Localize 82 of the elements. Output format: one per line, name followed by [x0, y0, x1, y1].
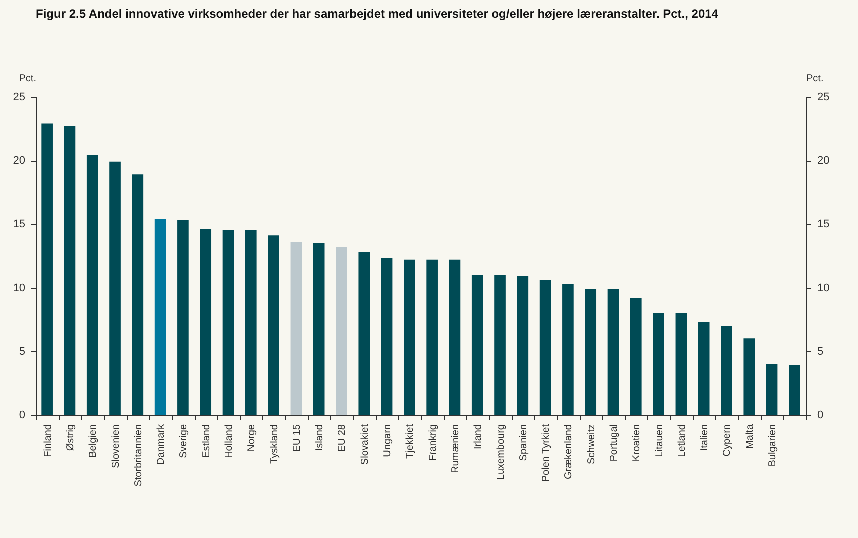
bar — [449, 260, 461, 415]
y2-tick-label: 15 — [818, 218, 830, 231]
bar — [789, 365, 800, 415]
x-tick-label: Tyskland — [269, 424, 280, 464]
bar — [381, 258, 393, 415]
x-tick-label: Slovenien — [110, 424, 122, 468]
bar — [472, 275, 484, 415]
x-tick-label: Luxembourg — [496, 424, 507, 480]
bar — [562, 284, 574, 415]
bar — [290, 242, 302, 415]
bar — [86, 156, 98, 415]
y2-tick-label: 25 — [818, 92, 830, 104]
bar — [200, 229, 212, 415]
bar — [64, 126, 76, 415]
bar — [517, 276, 529, 415]
x-tick-label: Sverige — [178, 424, 190, 458]
bar — [336, 247, 348, 415]
bar — [245, 230, 257, 415]
bar — [268, 236, 280, 415]
y-tick-label: 20 — [13, 155, 26, 168]
y2-tick-label: 20 — [818, 155, 830, 168]
x-tick-label: Grækenland — [564, 424, 575, 480]
y2-axis-title: Pct. — [806, 74, 824, 84]
bar — [42, 124, 53, 415]
x-tick-label: Ungarn — [382, 424, 394, 458]
x-tick-label: Kroatien — [632, 424, 643, 462]
x-tick-label: Irland — [473, 424, 484, 450]
bar — [404, 260, 416, 415]
x-tick-label: Italien — [700, 424, 711, 452]
bar — [222, 230, 234, 415]
x-tick-label: Frankrig — [428, 424, 439, 462]
bar — [313, 243, 325, 415]
y-tick-label: 25 — [13, 92, 26, 104]
bar — [178, 220, 189, 415]
bar — [676, 313, 688, 415]
x-tick-label: Storbritannien — [133, 424, 144, 487]
bar — [630, 298, 642, 415]
x-tick-label: Norge — [246, 424, 258, 452]
x-tick-label: Rumænien — [450, 424, 462, 474]
bar — [744, 338, 756, 415]
bar — [540, 280, 552, 415]
y2-tick-label: 0 — [818, 410, 824, 422]
x-tick-label: Portugal — [609, 424, 620, 462]
x-tick-label: Litauen — [654, 424, 666, 458]
x-tick-label: Polen Tyrkiet — [541, 424, 552, 482]
x-tick-label: Finland — [42, 424, 54, 458]
x-tick-label: Island — [314, 424, 326, 452]
x-tick-label: Belgien — [88, 424, 100, 458]
x-tick-label: Cypern — [722, 424, 734, 457]
x-tick-label: Slovakiet — [360, 424, 371, 466]
y-axis-title: Pct. — [19, 74, 36, 84]
x-tick-label: Bulgarien — [768, 424, 779, 467]
y2-tick-label: 5 — [818, 346, 824, 358]
x-tick-label: EU 15 — [292, 424, 303, 452]
bar — [698, 322, 710, 415]
x-tick-label: Malta — [744, 424, 756, 449]
x-tick-label: Estland — [201, 424, 212, 458]
bar — [132, 174, 144, 415]
bar — [494, 275, 506, 415]
bar — [154, 219, 166, 415]
x-tick-label: Schweitz — [586, 424, 598, 465]
x-tick-label: Holland — [224, 424, 235, 458]
bar — [608, 289, 620, 415]
bar — [585, 289, 597, 415]
bar — [358, 252, 370, 415]
bar — [721, 326, 732, 415]
x-tick-label: Danmark — [156, 424, 168, 466]
x-tick-label: Østrig — [65, 424, 76, 452]
bar — [426, 260, 438, 415]
y-tick-label: 0 — [19, 410, 26, 422]
y-tick-label: 5 — [19, 346, 26, 358]
bar — [653, 313, 664, 415]
bar — [110, 162, 121, 415]
x-tick-label: EU 28 — [337, 424, 348, 452]
y-tick-label: 15 — [13, 218, 26, 231]
x-tick-label: Spanien — [518, 424, 530, 462]
y2-tick-label: 10 — [818, 282, 830, 294]
x-tick-label: Letland — [676, 424, 688, 458]
y-tick-label: 10 — [13, 282, 26, 294]
chart-title: Figur 2.5 Andel innovative virksomheder der har samarbejdet med universiteter og/eller højere læreranstalter. Pct., 2014 — [36, 7, 719, 21]
x-tick-label: Tjekkiet — [405, 424, 416, 459]
bar — [766, 364, 778, 415]
